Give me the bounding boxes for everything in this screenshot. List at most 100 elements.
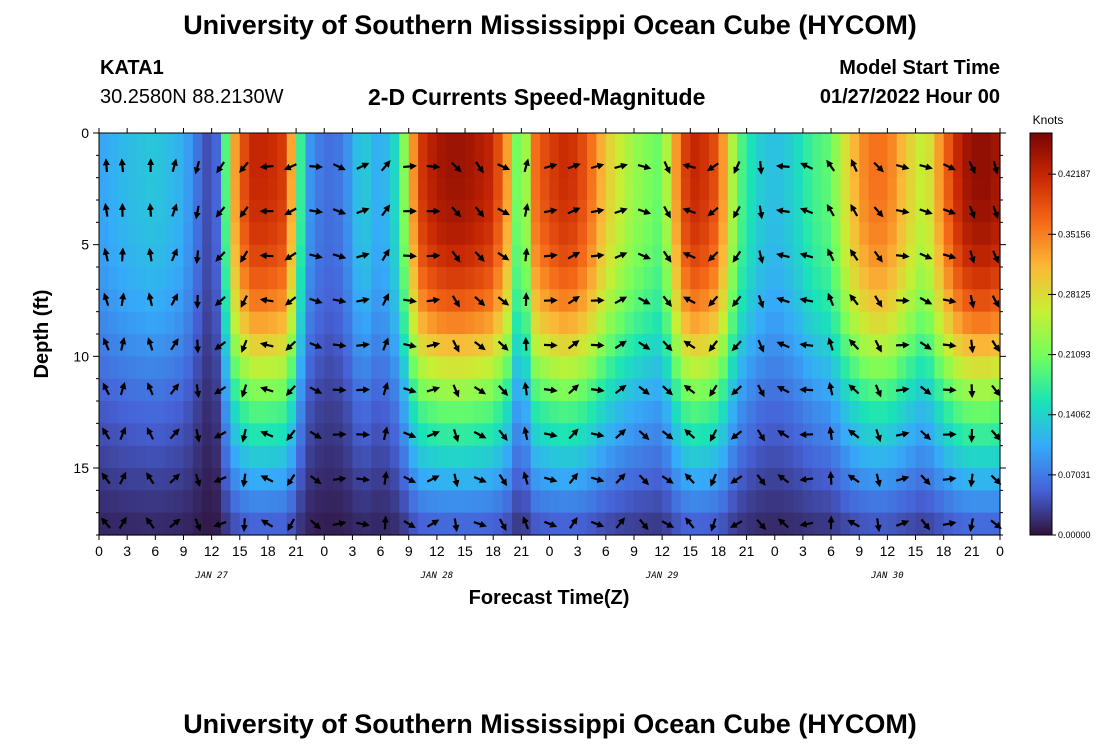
current-arrow <box>990 429 1001 441</box>
heatmap-cell <box>361 267 372 290</box>
heatmap-cell <box>230 133 241 156</box>
heatmap-cell <box>399 222 410 246</box>
heatmap-cell <box>821 401 832 424</box>
current-arrow <box>757 250 765 264</box>
heatmap-cell <box>258 356 269 380</box>
current-arrow <box>683 384 696 395</box>
current-arrow <box>543 476 558 483</box>
heatmap-cell <box>558 311 569 335</box>
heatmap-cell <box>784 267 795 290</box>
heatmap-cell <box>267 378 278 402</box>
current-arrow <box>309 430 322 439</box>
heatmap-cell <box>943 356 954 380</box>
heatmap-cell <box>605 244 616 268</box>
heatmap-cell <box>643 267 654 290</box>
heatmap-cell <box>887 468 898 491</box>
heatmap-cell <box>239 267 250 290</box>
heatmap-cell <box>324 222 335 246</box>
heatmap-cell <box>530 445 541 469</box>
heatmap-cell <box>249 334 260 357</box>
heatmap-cell <box>502 311 513 335</box>
heatmap-cell <box>906 311 917 335</box>
heatmap-cell <box>333 311 344 335</box>
current-arrow <box>403 162 418 170</box>
heatmap-cell <box>680 267 691 290</box>
heatmap-cell <box>868 177 879 201</box>
current-arrow <box>874 384 882 398</box>
current-arrow <box>799 475 814 483</box>
heatmap-cell <box>596 222 607 246</box>
heatmap-cell <box>155 356 166 380</box>
heatmap-cell <box>249 512 260 536</box>
current-arrow <box>332 386 347 394</box>
heatmap-cell <box>511 445 522 469</box>
heatmap-cell <box>718 267 729 290</box>
heatmap-cell <box>915 468 926 491</box>
current-arrow <box>732 295 742 308</box>
heatmap-cell <box>896 356 907 380</box>
heatmap-cell <box>633 222 644 246</box>
heatmap-cell <box>746 401 757 424</box>
current-arrow <box>146 337 154 351</box>
current-arrow <box>309 341 323 349</box>
heatmap-cell <box>314 133 325 156</box>
current-arrow <box>403 475 417 483</box>
x-tick-label: 9 <box>180 543 188 559</box>
heatmap-cell <box>812 177 823 201</box>
heatmap-cell <box>267 401 278 424</box>
heatmap-cell <box>840 512 851 536</box>
heatmap-cell <box>145 133 156 156</box>
heatmap-cell <box>915 200 926 223</box>
heatmap-cell <box>267 512 278 536</box>
heatmap-cell <box>164 244 175 268</box>
current-arrow <box>332 163 346 171</box>
heatmap-cell <box>540 267 551 290</box>
heatmap-cell <box>155 490 166 514</box>
current-arrow <box>286 473 296 487</box>
heatmap-cell <box>202 200 213 223</box>
heatmap-cell <box>849 401 860 424</box>
current-arrow <box>662 340 673 352</box>
current-arrow <box>826 159 836 172</box>
heatmap-cell <box>530 512 541 536</box>
heatmap-cell <box>671 133 682 156</box>
current-arrow <box>332 341 347 349</box>
current-arrow <box>497 163 511 171</box>
heatmap-cell <box>718 468 729 491</box>
heatmap-cell <box>812 445 823 469</box>
heatmap-cell <box>953 311 964 335</box>
colorbar-ticks: 0.000000.070310.140620.210930.281250.351… <box>1048 169 1091 540</box>
heatmap-cell <box>502 468 513 491</box>
heatmap-cell <box>455 512 466 536</box>
heatmap-cell <box>746 289 757 313</box>
current-arrow <box>498 429 508 442</box>
current-arrow <box>567 295 580 305</box>
heatmap-cell <box>971 468 982 491</box>
heatmap-cell <box>155 468 166 491</box>
heatmap-cell <box>324 289 335 313</box>
heatmap-cell <box>267 423 278 447</box>
heatmap-cell <box>211 490 222 514</box>
heatmap-cell <box>643 177 654 201</box>
current-arrow <box>452 339 460 353</box>
heatmap-cell <box>164 177 175 201</box>
heatmap-cell <box>418 401 429 424</box>
heatmap-cell <box>418 468 429 491</box>
heatmap-cell <box>446 244 457 268</box>
heatmap-cell <box>821 177 832 201</box>
heatmap-cell <box>887 490 898 514</box>
heatmap-cell <box>662 133 673 156</box>
heatmap-cell <box>333 401 344 424</box>
current-arrow <box>685 517 695 529</box>
heatmap-cell <box>427 267 438 290</box>
heatmap-cell <box>183 490 194 514</box>
current-arrow <box>309 475 322 485</box>
heatmap-cell <box>887 267 898 290</box>
heatmap-cell <box>277 311 288 335</box>
heatmap-cell <box>596 490 607 514</box>
heatmap-cell <box>699 267 710 290</box>
current-arrow <box>827 426 835 441</box>
heatmap-cell <box>671 356 682 380</box>
heatmap-cell <box>136 334 147 357</box>
heatmap-cell <box>296 378 307 402</box>
